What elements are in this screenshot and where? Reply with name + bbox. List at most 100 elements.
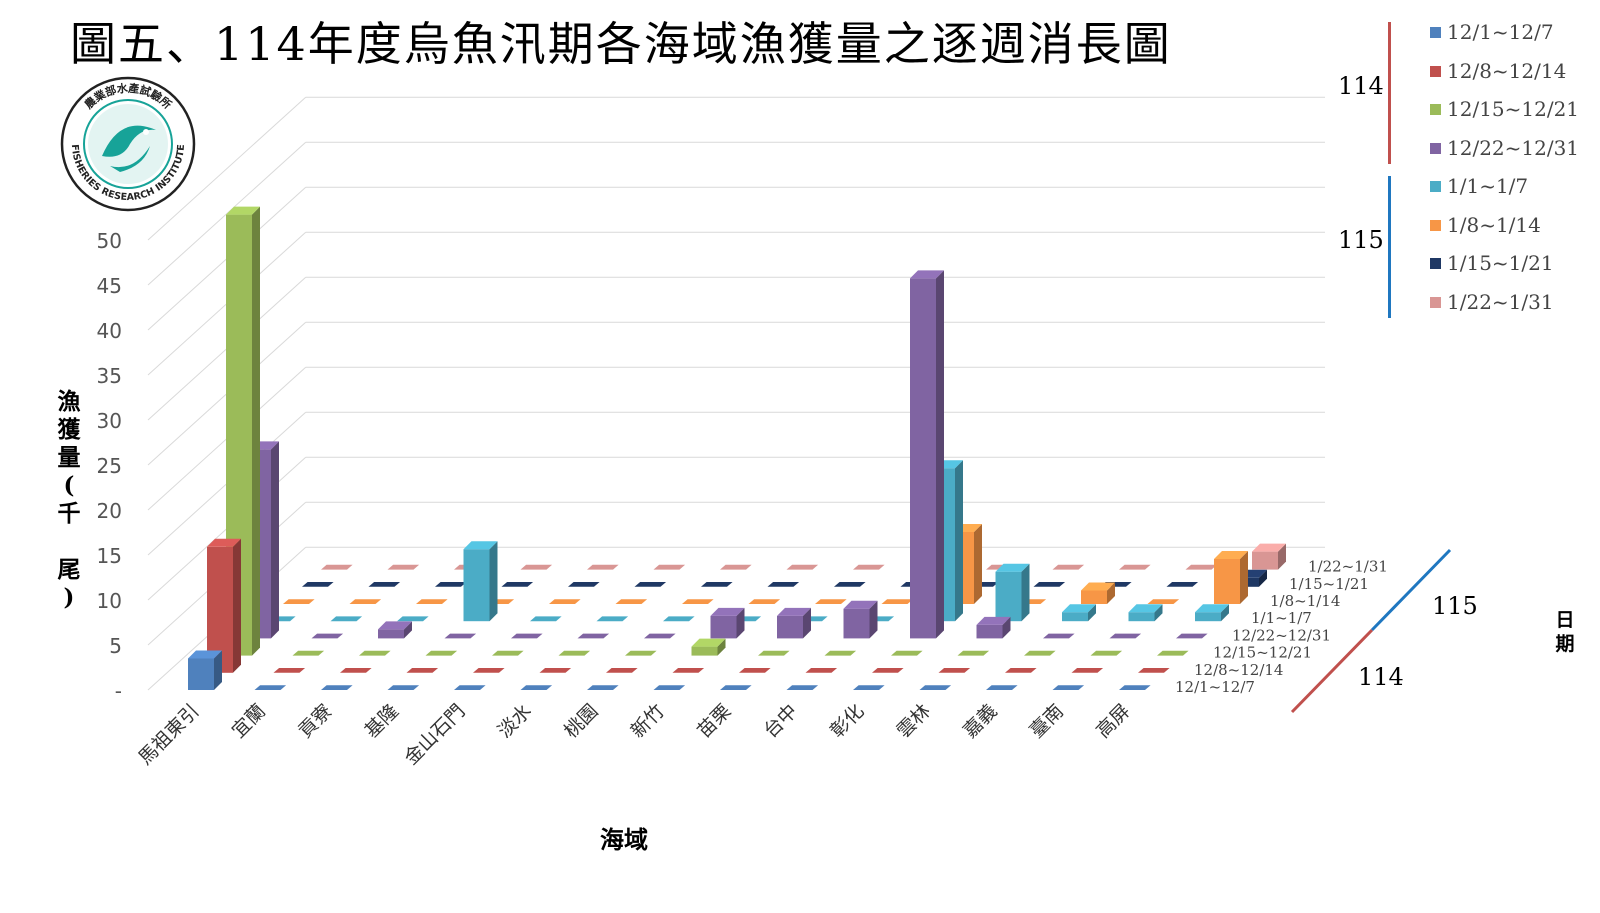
bar-side	[974, 524, 982, 604]
bar-side	[489, 541, 498, 622]
bar-side	[1107, 582, 1115, 604]
y-tick-label: 35	[97, 364, 122, 388]
bar-side	[252, 206, 260, 656]
y-tick-label: 45	[97, 274, 122, 298]
legend-group-bar	[1388, 22, 1391, 164]
bar-base-marker	[1119, 564, 1151, 570]
bar-top	[976, 616, 1011, 625]
legend-swatch	[1430, 142, 1441, 154]
bar-base-marker	[520, 685, 553, 690]
bar-base-marker	[1033, 582, 1066, 587]
bar-base-marker	[406, 668, 439, 673]
bar-base-marker	[311, 633, 344, 639]
bar-base-marker	[1185, 564, 1218, 570]
bar-base-marker	[815, 599, 847, 604]
bar-base-marker	[359, 650, 391, 656]
legend-label: 1/8~1/14	[1447, 212, 1541, 237]
bar-front-13-6	[1081, 590, 1107, 604]
x-tick-label: 宜蘭	[228, 700, 270, 742]
x-tick-label: 淡水	[494, 700, 536, 742]
bar-base-marker	[1024, 650, 1056, 656]
bar-base-marker	[672, 668, 705, 673]
bar-base-marker	[492, 650, 524, 656]
x-tick-label: 臺南	[1026, 700, 1068, 742]
bar-base-marker	[1043, 633, 1075, 639]
legend-swatch	[1430, 181, 1441, 192]
bar-front-1-1	[188, 658, 214, 690]
bar-base-marker	[302, 582, 334, 587]
bar-base-marker	[1052, 685, 1085, 690]
bar-base-marker	[1157, 650, 1189, 656]
bar-base-marker	[473, 668, 505, 673]
bar-base-marker	[824, 650, 857, 656]
bar-base-marker	[1052, 564, 1085, 570]
legend-swatch	[1430, 219, 1441, 231]
bar-front-14-5	[1128, 612, 1155, 622]
bar-base-marker	[653, 564, 686, 570]
bar-front-8-4	[710, 615, 737, 639]
bar-base-marker	[425, 650, 458, 656]
bar-front-12-4	[976, 624, 1003, 639]
legend-label: 1/1~1/7	[1447, 174, 1529, 198]
legend-swatch	[1430, 258, 1441, 269]
bar-base-marker	[549, 599, 581, 604]
bar-front-15-8	[1252, 551, 1278, 570]
x-axis-label: 海域	[600, 825, 648, 854]
bar-base-marker	[254, 685, 287, 690]
bar-top	[1195, 604, 1229, 613]
bar-top	[843, 600, 878, 609]
bar-top	[378, 621, 412, 630]
bar-base-marker	[435, 582, 467, 587]
y-tick-label: 10	[97, 589, 122, 613]
bar-base-marker	[387, 564, 420, 570]
bar-base-marker	[786, 685, 819, 690]
bar-front-12-5	[995, 571, 1022, 622]
legend-swatch	[1430, 65, 1441, 77]
bar-base-marker	[321, 685, 353, 690]
bar-base-marker	[1119, 685, 1151, 690]
bracket-label-114: 114	[1358, 663, 1404, 691]
bar-top	[207, 538, 241, 547]
depth-tick-label: 12/15~12/21	[1213, 644, 1312, 662]
bar-base-marker	[663, 616, 695, 622]
bar-base-marker	[1147, 599, 1180, 604]
bar-side	[271, 441, 279, 639]
bar-side	[1088, 604, 1096, 622]
x-tick-label: 高屏	[1092, 700, 1134, 742]
bar-front-10-4	[843, 608, 870, 639]
y-axis-label-text: 漁 獲 量 ( 千 尾 )	[57, 388, 81, 611]
y-tick-label: -	[115, 679, 122, 703]
bar-base-marker	[739, 668, 771, 673]
x-tick-label: 嘉義	[959, 700, 1001, 742]
bar-top	[1128, 604, 1163, 613]
bar-base-marker	[919, 685, 952, 690]
legend-item: 1/22~1/31	[1430, 290, 1600, 320]
bar-side	[955, 460, 963, 622]
gridline-side	[147, 96, 307, 241]
bar-side	[404, 621, 412, 639]
bar-front-13-5	[1062, 612, 1088, 622]
y-tick-label: 40	[97, 319, 122, 343]
fisheries-research-institute-logo: 農業部水產試驗所 FISHERIES RESEARCH INSTITUTE	[60, 76, 196, 212]
legend-group-year: 115	[1338, 226, 1384, 254]
y-tick-label: 25	[97, 454, 122, 478]
bar-side	[869, 600, 878, 639]
bar-base-marker	[644, 633, 676, 639]
y-tick-label: 50	[97, 229, 122, 253]
bar-side	[233, 538, 241, 673]
bar-base-marker	[748, 599, 781, 604]
x-tick-label: 貢寮	[294, 700, 336, 742]
bar-side	[936, 270, 944, 639]
bar-base-marker	[273, 668, 306, 673]
bar-base-marker	[501, 582, 534, 587]
bar-base-marker	[606, 668, 638, 673]
bar-base-marker	[511, 633, 543, 639]
bar-base-marker	[1176, 633, 1208, 639]
bar-top	[1081, 582, 1115, 591]
page-title: 圖五、114年度烏魚汛期各海域漁獲量之逐週消長圖	[70, 17, 1172, 71]
y-tick-label: 30	[97, 409, 122, 433]
bar-base-marker	[416, 599, 448, 604]
bar-base-marker	[330, 616, 363, 622]
bar-side	[1154, 604, 1163, 622]
